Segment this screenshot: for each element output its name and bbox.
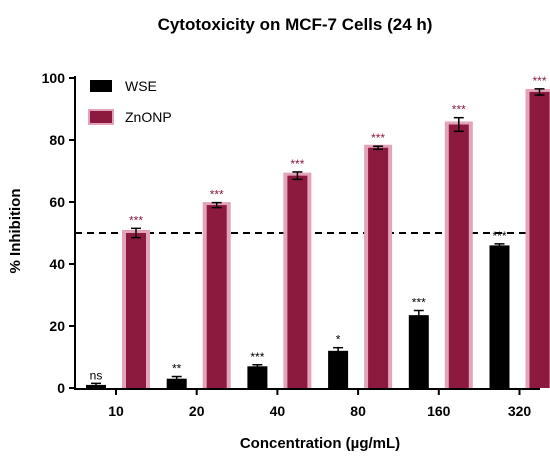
significance-znonp: *** — [532, 74, 546, 88]
bar-wse — [247, 366, 267, 388]
significance-wse: ns — [90, 368, 103, 382]
y-tick-label: 80 — [49, 132, 65, 148]
x-tick-label: 10 — [108, 403, 124, 419]
x-tick-label: 160 — [427, 403, 451, 419]
y-tick-label: 100 — [42, 70, 66, 86]
significance-wse: * — [336, 333, 341, 347]
bar-wse — [409, 315, 429, 388]
bar-wse — [490, 245, 510, 388]
significance-wse: *** — [250, 350, 264, 364]
y-tick-label: 40 — [49, 256, 65, 272]
y-tick-label: 60 — [49, 194, 65, 210]
bar-znonp — [530, 92, 550, 388]
bar-wse — [328, 351, 348, 388]
y-tick-label: 20 — [49, 318, 65, 334]
significance-wse: *** — [412, 296, 426, 310]
y-tick-label: 0 — [57, 380, 65, 396]
legend-swatch-znonp — [90, 111, 112, 123]
x-tick-label: 20 — [189, 403, 205, 419]
legend: WSE ZnONP — [88, 78, 172, 125]
bar-znonp — [449, 125, 469, 389]
bar-znonp — [287, 176, 307, 388]
significance-znonp: *** — [452, 103, 466, 117]
significance-znonp: *** — [371, 131, 385, 145]
chart-title: Cytotoxicity on MCF-7 Cells (24 h) — [158, 15, 433, 34]
significance-znonp: *** — [210, 188, 224, 202]
bar-znonp — [207, 205, 227, 388]
x-tick-label: 80 — [350, 403, 366, 419]
legend-label-znonp: ZnONP — [125, 109, 172, 125]
bar-znonp — [368, 148, 388, 388]
plot-area: 02040608010010ns***20*****40******80****… — [42, 70, 550, 419]
legend-swatch-wse — [90, 80, 112, 92]
x-axis-title: Concentration (µg/mL) — [240, 435, 400, 452]
x-tick-label: 40 — [270, 403, 286, 419]
significance-wse: *** — [492, 229, 506, 243]
significance-znonp: *** — [129, 213, 143, 227]
y-axis-title: % Inhibition — [7, 189, 24, 274]
legend-label-wse: WSE — [125, 78, 157, 94]
significance-znonp: *** — [290, 157, 304, 171]
significance-wse: ** — [172, 362, 182, 376]
x-tick-label: 320 — [508, 403, 532, 419]
bar-znonp — [126, 233, 146, 388]
